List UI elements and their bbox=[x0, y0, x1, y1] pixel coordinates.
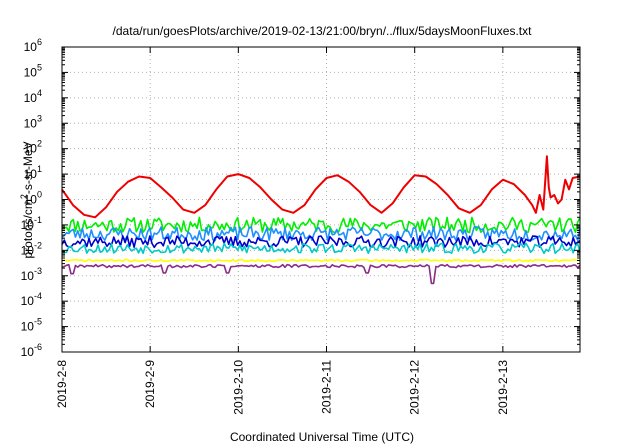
grid-lines bbox=[62, 47, 580, 352]
y-tick-label: 105 bbox=[24, 62, 42, 79]
y-tick-label: 10-1 bbox=[21, 215, 42, 232]
x-tick-label: 2019-2-13 bbox=[496, 360, 510, 415]
series-line-7 bbox=[61, 263, 581, 285]
series-line-2 bbox=[61, 216, 581, 234]
y-axis-label: protons/cm2-s-sr-MeV bbox=[19, 141, 35, 258]
x-tick-label: 2019-2-8 bbox=[55, 360, 69, 408]
y-tick-label: 103 bbox=[24, 113, 42, 130]
y-tick-label: 100 bbox=[24, 190, 42, 207]
x-tick-label: 2019-2-12 bbox=[408, 360, 422, 415]
chart-title: /data/run/goesPlots/archive/2019-02-13/2… bbox=[113, 24, 533, 38]
x-tick-label: 2019-2-10 bbox=[231, 360, 245, 415]
series-line-5 bbox=[61, 242, 581, 255]
y-tick-label: 10-5 bbox=[21, 317, 42, 334]
series-line-6 bbox=[61, 258, 581, 263]
y-tick-label: 10-3 bbox=[21, 266, 42, 283]
y-tick-label: 104 bbox=[24, 88, 42, 105]
series-line-1 bbox=[61, 155, 581, 219]
x-axis-ticks: 2019-2-8 2019-2-9 2019-2-10 2019-2-11 2019-2… bbox=[55, 47, 510, 415]
x-axis-label: Coordinated Universal Time (UTC) bbox=[230, 430, 414, 444]
y-tick-label: 10-2 bbox=[21, 240, 42, 257]
y-tick-label: 106 bbox=[24, 37, 42, 54]
x-tick-label: 2019-2-11 bbox=[320, 360, 334, 414]
series-lines bbox=[61, 155, 581, 285]
y-tick-label: 102 bbox=[24, 139, 42, 156]
y-axis-ticks: 106 105 104 103 102 101 100 10-1 10-2 10-3 10-4 10-… bbox=[21, 37, 580, 359]
y-tick-label: 10-4 bbox=[21, 291, 42, 308]
x-tick-label: 2019-2-9 bbox=[143, 360, 157, 408]
y-tick-label: 101 bbox=[24, 164, 42, 181]
series-line-3 bbox=[61, 226, 581, 242]
y-tick-label: 10-6 bbox=[21, 342, 42, 359]
